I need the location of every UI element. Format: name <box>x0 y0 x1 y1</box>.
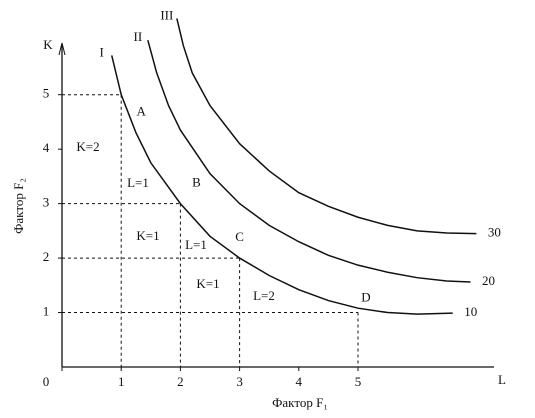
y-tick-label: 5 <box>43 86 50 101</box>
point-label: D <box>361 290 370 305</box>
x-tick-label: 3 <box>236 374 243 389</box>
annotation: L=2 <box>253 288 275 303</box>
point-label: B <box>192 175 201 190</box>
curve-name: II <box>134 29 143 44</box>
annotation: L=1 <box>185 237 207 252</box>
point-label: C <box>235 229 244 244</box>
y-tick-label: 4 <box>43 140 50 155</box>
curve-level: 30 <box>488 225 501 240</box>
annotation: K=1 <box>196 276 219 291</box>
annotation: K=2 <box>76 139 99 154</box>
x-axis-label: Фактор F₁ <box>272 395 328 410</box>
y-axis-arrow <box>58 42 66 56</box>
x-tick-label: 2 <box>177 374 184 389</box>
annotation: K=1 <box>136 228 159 243</box>
x-axis-name: L <box>498 372 506 387</box>
y-tick-label: 1 <box>43 304 50 319</box>
annotation: L=1 <box>127 175 149 190</box>
x-tick-label: 0 <box>43 374 50 389</box>
curve-name: III <box>160 7 173 22</box>
curve-name: I <box>100 44 104 59</box>
isoquant <box>176 18 477 235</box>
y-axis-name: K <box>43 37 53 52</box>
point-label: A <box>137 104 147 119</box>
isoquant <box>110 55 453 315</box>
curve-level: 10 <box>464 304 477 319</box>
x-tick-label: 4 <box>296 374 303 389</box>
isoquant <box>147 40 471 283</box>
x-tick-label: 5 <box>355 374 362 389</box>
x-tick-label: 1 <box>118 374 125 389</box>
y-tick-label: 3 <box>43 195 50 210</box>
y-axis-label: Фактор F₂ <box>11 178 26 234</box>
y-tick-label: 2 <box>43 249 50 264</box>
curve-level: 20 <box>482 273 495 288</box>
